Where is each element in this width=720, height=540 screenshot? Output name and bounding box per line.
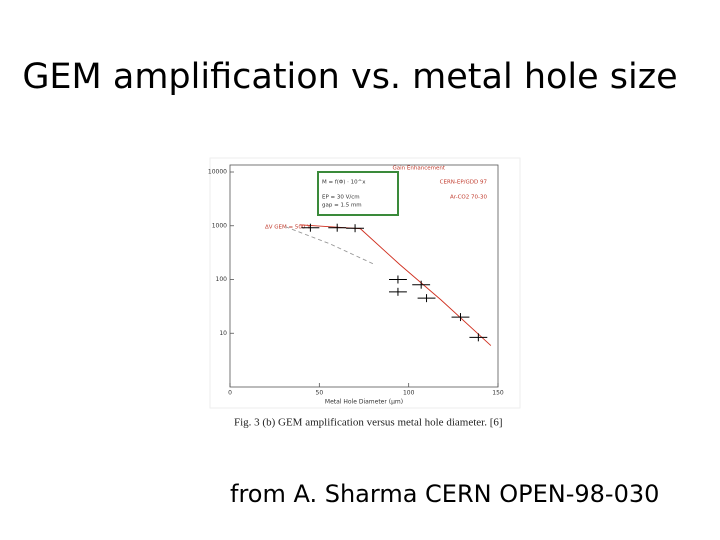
x-axis-label: Metal Hole Diameter (μm) (325, 399, 403, 406)
slide-title: GEM amplification vs. metal hole size (22, 57, 677, 97)
x-tick-label: 0 (228, 390, 232, 397)
y-tick-label: 10000 (208, 169, 227, 176)
x-tick-label: 150 (492, 390, 504, 397)
annotation: EP = 30 V/cm (322, 195, 360, 201)
annotation: gap = 1.5 mm (322, 203, 362, 209)
annotation: Ar-CO2 70-30 (450, 195, 488, 201)
fit-curve (285, 226, 375, 265)
y-tick-label: 10 (219, 330, 227, 337)
x-tick-label: 100 (403, 390, 415, 397)
annotation: Gain Enhancement (393, 166, 446, 172)
y-tick-label: 1000 (212, 222, 227, 229)
annotation: CERN-EP/GDD 97 (440, 180, 488, 186)
annotation: M = f(Φ) · 10^x (322, 180, 366, 186)
annotation-box (317, 171, 399, 216)
x-tick-label: 50 (316, 390, 324, 397)
figure-caption: Fig. 3 (b) GEM amplification versus meta… (234, 417, 503, 429)
source-note: from A. Sharma CERN OPEN-98-030 (230, 480, 659, 508)
y-tick-label: 100 (216, 276, 228, 283)
plot-frame (229, 164, 499, 388)
